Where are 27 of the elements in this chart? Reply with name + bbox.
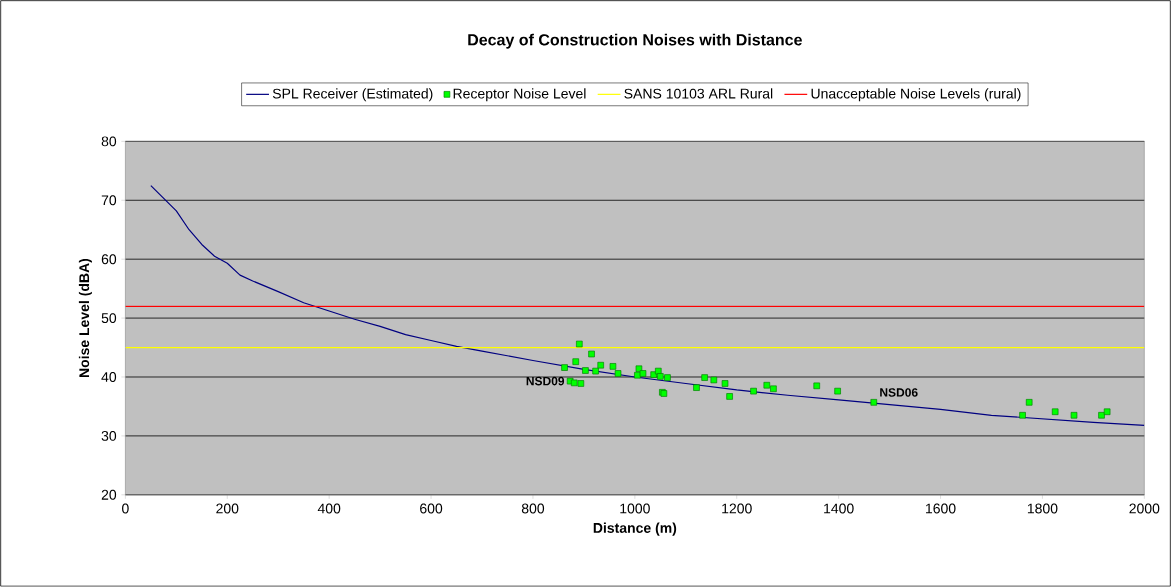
x-tick-label: 800 bbox=[521, 503, 545, 514]
x-tick-label: 0 bbox=[122, 503, 129, 514]
y-tick-label: 20 bbox=[101, 489, 117, 500]
y-tick-label: 30 bbox=[101, 431, 117, 441]
x-tick-label: 400 bbox=[317, 503, 341, 514]
chart-title: Decay of Construction Noises with Distance bbox=[468, 33, 802, 49]
y-tick-label: 70 bbox=[101, 195, 117, 206]
x-tick-label: 200 bbox=[216, 503, 239, 514]
y-axis-title: Noise Level (dBA) bbox=[78, 258, 92, 378]
legend-label: SANS 10103 ARL Rural bbox=[624, 88, 773, 99]
y-tick-label: 50 bbox=[101, 313, 117, 324]
x-axis-title: Distance (m) bbox=[593, 522, 677, 536]
annotation: NSD09 bbox=[526, 376, 565, 386]
x-tick-label: 2000 bbox=[1129, 503, 1160, 514]
x-tick-label: 1000 bbox=[620, 503, 650, 514]
x-tick-label: 600 bbox=[420, 503, 443, 514]
annotation: NSD06 bbox=[880, 388, 918, 397]
x-tick-label: 1600 bbox=[926, 503, 956, 514]
x-tick-label: 1400 bbox=[824, 503, 854, 514]
y-tick-label: 60 bbox=[101, 254, 117, 265]
y-tick-label: 40 bbox=[101, 372, 117, 383]
legend-label: Unacceptable Noise Levels (rural) bbox=[811, 88, 1021, 102]
x-tick-label: 1200 bbox=[722, 503, 752, 514]
legend-label: Receptor Noise Level bbox=[453, 88, 586, 102]
x-tick-label: 1800 bbox=[1027, 503, 1058, 514]
y-tick-label: 80 bbox=[101, 136, 117, 147]
legend-label: SPL Receiver (Estimated) bbox=[272, 88, 433, 102]
